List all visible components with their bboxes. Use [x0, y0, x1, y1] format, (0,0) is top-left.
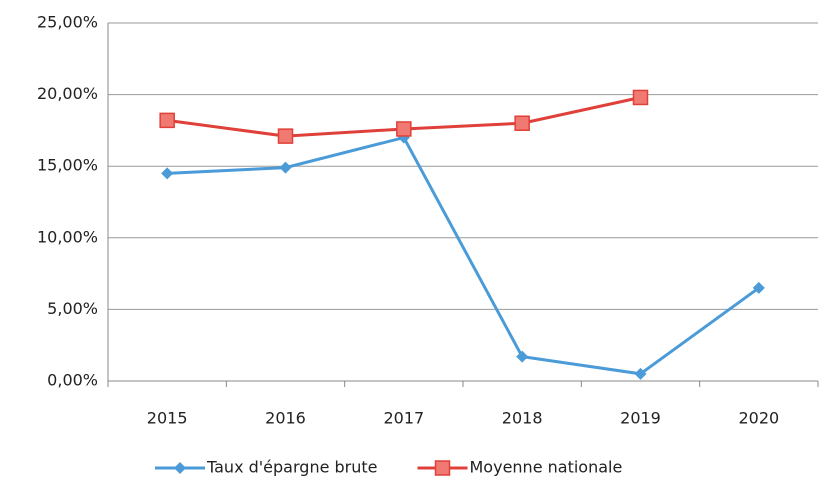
data-point: [396, 121, 412, 137]
legend-marker: [434, 460, 451, 476]
data-point: [632, 89, 649, 106]
data-point: [516, 350, 529, 363]
y-tick-label: 25,00%: [37, 13, 98, 32]
x-tick-label: 2015: [147, 409, 188, 428]
series-line: [167, 135, 760, 376]
y-tick-label: 10,00%: [37, 227, 98, 246]
data-point: [277, 128, 294, 144]
data-point: [514, 115, 530, 131]
legend-label: Taux d'épargne brute: [206, 458, 378, 477]
data-point: [752, 281, 765, 294]
legend-marker: [174, 462, 186, 474]
legend-label: Moyenne nationale: [470, 458, 623, 477]
y-tick-label: 5,00%: [47, 299, 98, 318]
x-tick-label: 2020: [738, 409, 779, 428]
data-point: [279, 161, 292, 174]
x-tick-label: 2019: [620, 409, 661, 428]
data-point: [161, 167, 174, 180]
y-tick-label: 0,00%: [47, 371, 98, 390]
x-tick-label: 2016: [265, 409, 306, 428]
data-point: [159, 112, 175, 129]
x-tick-label: 2018: [502, 409, 543, 428]
y-tick-label: 15,00%: [37, 156, 98, 175]
x-tick-label: 2017: [383, 409, 424, 428]
data-point: [634, 367, 647, 380]
y-tick-label: 20,00%: [37, 84, 98, 103]
